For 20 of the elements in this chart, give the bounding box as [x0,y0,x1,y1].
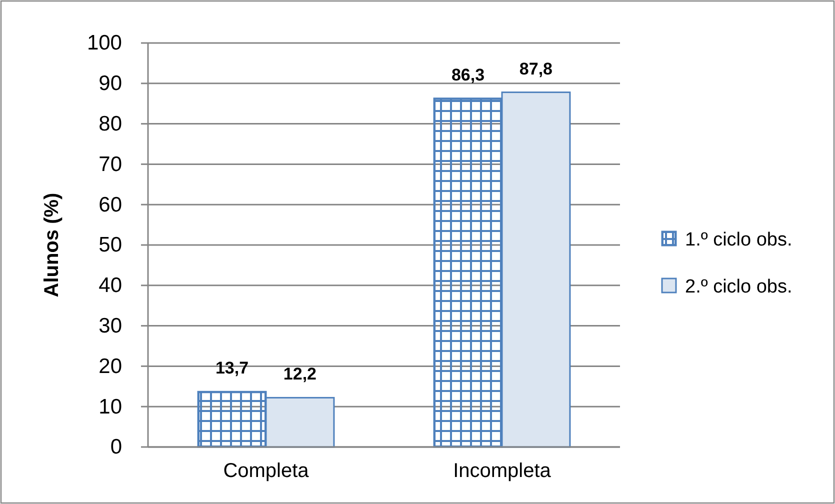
y-tick-label: 50 [98,234,122,257]
data-label: 86,3 [451,65,485,84]
y-tick-label: 60 [98,193,122,216]
x-tick-label: Incompleta [453,460,552,482]
data-label: 87,8 [519,59,553,78]
data-label: 13,7 [215,358,249,378]
y-tick-label: 0 [110,436,122,459]
legend-label: 2.º ciclo obs. [685,276,792,298]
y-tick-label: 80 [98,112,122,136]
y-tick-label: 100 [86,32,122,55]
y-tick-label: 40 [98,274,122,298]
y-axis-title: Alunos (%) [41,192,63,298]
y-tick-label: 70 [98,152,122,176]
y-tick-label: 10 [98,395,122,418]
data-label: 12,2 [283,364,317,384]
x-tick-label: Completa [223,460,310,482]
legend-label: 1.º ciclo obs. [685,229,792,250]
y-tick-label: 90 [98,72,122,96]
y-tick-label: 30 [98,314,122,338]
y-tick-label: 20 [98,354,122,378]
